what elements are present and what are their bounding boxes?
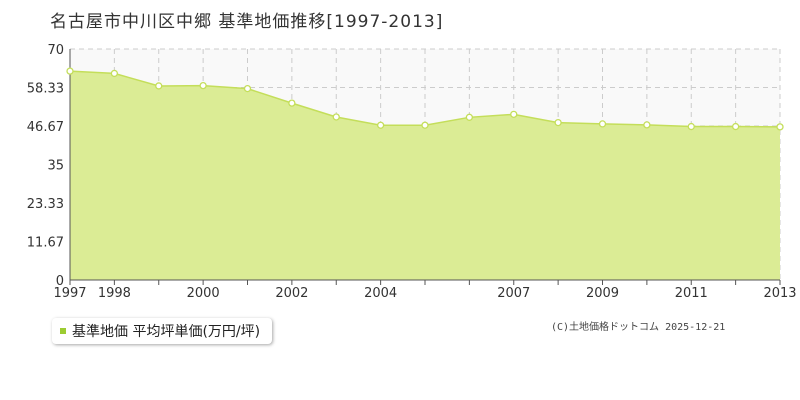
y-tick-label: 46.67 xyxy=(27,120,64,135)
x-tick-label: 1998 xyxy=(98,286,131,301)
data-point xyxy=(465,113,474,121)
data-point xyxy=(731,122,740,131)
x-tick-label: 2000 xyxy=(187,286,220,301)
x-tick-label: 2004 xyxy=(364,286,397,301)
data-point xyxy=(110,69,119,78)
x-tick-label: 2007 xyxy=(497,286,530,301)
x-tick-label: 2011 xyxy=(675,286,708,301)
data-point xyxy=(598,120,607,128)
data-point xyxy=(510,110,518,118)
data-point xyxy=(332,113,340,121)
chart-title: 名古屋市中川区中郷 基準地価推移[1997-2013] xyxy=(50,12,444,32)
data-point xyxy=(776,123,784,131)
x-tick-label: 2009 xyxy=(586,286,619,301)
y-tick-label: 35 xyxy=(47,159,64,174)
y-tick-label: 70 xyxy=(47,43,64,58)
x-tick-label: 2002 xyxy=(275,286,308,301)
data-point xyxy=(687,122,695,131)
x-tick-label: 2013 xyxy=(763,286,796,301)
area-fill xyxy=(70,71,780,280)
data-point xyxy=(199,81,207,90)
data-point xyxy=(421,121,429,129)
data-point xyxy=(66,67,74,75)
data-point xyxy=(554,118,562,127)
y-tick-label: 11.67 xyxy=(27,235,64,250)
data-point xyxy=(243,84,252,93)
legend-marker-icon xyxy=(60,328,66,334)
data-point xyxy=(376,121,385,129)
data-point xyxy=(643,121,651,129)
x-tick-label: 1997 xyxy=(53,286,86,301)
credit-text: (C)土地価格ドットコム 2025-12-21 xyxy=(551,322,726,333)
legend-label: 基準地価 平均坪単価(万円/坪) xyxy=(72,324,261,340)
y-tick-label: 58.33 xyxy=(27,82,64,97)
data-point xyxy=(288,99,296,107)
legend[interactable]: 基準地価 平均坪単価(万円/坪) xyxy=(52,318,273,344)
data-point xyxy=(155,82,163,90)
y-tick-label: 23.33 xyxy=(27,197,64,212)
y-tick-label: 0 xyxy=(56,274,64,289)
